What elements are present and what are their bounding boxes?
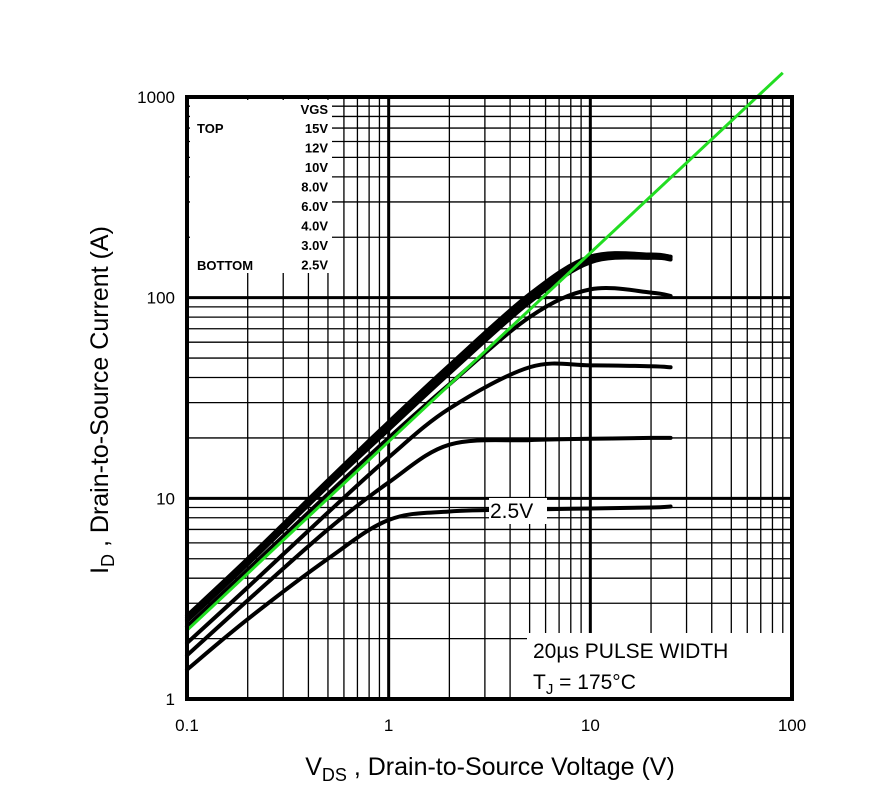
y-tick-label: 1 bbox=[166, 690, 175, 709]
legend-background bbox=[190, 100, 332, 273]
y-axis-label: ID , Drain-to-Source Current (A) bbox=[86, 226, 118, 574]
y-tick-label: 1000 bbox=[137, 88, 175, 107]
curve-vgs-3-0V bbox=[185, 435, 673, 658]
legend-entry: 2.5V bbox=[301, 258, 328, 273]
junction-temp-annotation: TJ = 175°C bbox=[533, 671, 636, 698]
legend-entry: 8.0V bbox=[301, 180, 328, 195]
grid bbox=[185, 97, 792, 701]
overlay-green-line bbox=[185, 71, 784, 632]
annotation-background bbox=[527, 633, 790, 697]
legend-entry: 6.0V bbox=[301, 199, 328, 214]
x-tick-label: 0.1 bbox=[175, 716, 199, 735]
legend-entry: 4.0V bbox=[301, 219, 328, 234]
x-tick-label: 100 bbox=[778, 716, 806, 735]
legend-bottom-label: BOTTOM bbox=[197, 258, 253, 273]
curve-label-background bbox=[489, 498, 547, 524]
curve-vgs-8-0V bbox=[185, 255, 673, 623]
curves bbox=[185, 251, 673, 672]
x-tick-label: 10 bbox=[581, 716, 600, 735]
legend-top-label: TOP bbox=[197, 121, 224, 136]
plot-frame bbox=[185, 95, 794, 701]
curve-vgs-4-0V bbox=[185, 361, 673, 646]
curve-label-2-5v: 2.5V bbox=[490, 500, 533, 523]
legend: VGS TOP BOTTOM 15V 12V 10V 8.0V 6.0V 4.0V 3.0V… bbox=[197, 102, 328, 273]
legend-entry: 15V bbox=[305, 121, 328, 136]
curve-vgs-2-5V bbox=[185, 504, 673, 672]
x-tick-label: 1 bbox=[384, 716, 393, 735]
legend-header: VGS bbox=[301, 102, 329, 117]
legend-entry: 10V bbox=[305, 160, 328, 175]
legend-entry: 3.0V bbox=[301, 238, 328, 253]
y-tick-label: 10 bbox=[156, 489, 175, 508]
pulse-width-annotation: 20µs PULSE WIDTH bbox=[533, 640, 728, 663]
legend-entry: 12V bbox=[305, 141, 328, 156]
x-axis-label: VDS , Drain-to-Source Voltage (V) bbox=[305, 753, 675, 785]
y-tick-label: 100 bbox=[147, 289, 175, 308]
